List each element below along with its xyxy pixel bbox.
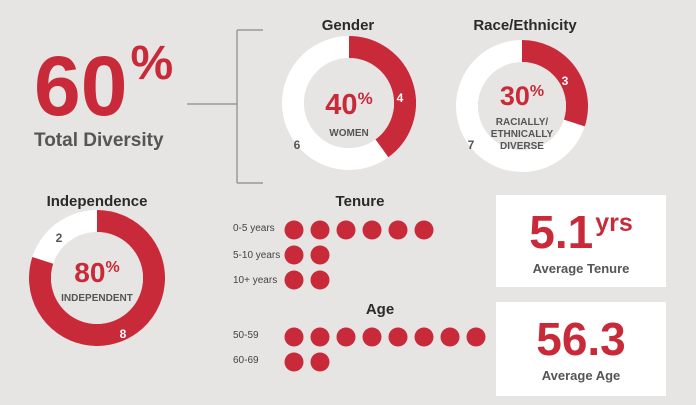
average-tenure-value: 5.1yrs bbox=[496, 209, 666, 255]
tenure-row-label: 5-10 years bbox=[233, 250, 281, 261]
gender-slice-label-highlight: 4 bbox=[397, 91, 404, 105]
dot-mark bbox=[310, 352, 330, 372]
dot-mark bbox=[284, 270, 304, 290]
average-tenure-box: 5.1yrs Average Tenure bbox=[496, 195, 666, 287]
gender-donut: 40% WOMEN 4 6 bbox=[282, 36, 416, 170]
dot-mark bbox=[388, 327, 408, 347]
average-age-label: Average Age bbox=[541, 368, 621, 383]
age-row-label: 60-69 bbox=[233, 355, 259, 366]
average-tenure-unit: yrs bbox=[595, 209, 633, 237]
independence-inner bbox=[51, 232, 143, 324]
race-slice-label-highlight: 3 bbox=[562, 74, 569, 88]
dot-mark bbox=[362, 327, 382, 347]
independence-center-value: 80% bbox=[74, 257, 119, 288]
race-diverse-slice bbox=[521, 40, 588, 127]
gender-women-slice bbox=[348, 36, 416, 158]
dot-mark bbox=[284, 352, 304, 372]
gender-inner bbox=[304, 58, 394, 148]
total-diversity-label: Total Diversity bbox=[34, 130, 164, 151]
gender-slice-label-rest: 6 bbox=[294, 138, 301, 152]
age-dot-chart bbox=[284, 327, 486, 372]
average-age-value: 56.3 bbox=[536, 313, 626, 365]
race-center-label-3: DIVERSE bbox=[500, 141, 544, 152]
dot-mark bbox=[310, 220, 330, 240]
tenure-dot-chart bbox=[284, 220, 434, 290]
race-title: Race/Ethnicity bbox=[473, 17, 577, 34]
race-center-label-2: ETHNICALLY bbox=[491, 129, 554, 140]
independence-title: Independence bbox=[46, 193, 148, 210]
race-center-label-1: RACIALLY/ bbox=[496, 117, 549, 128]
race-inner bbox=[478, 62, 566, 150]
dot-mark bbox=[284, 220, 304, 240]
race-center-value: 30% bbox=[500, 81, 544, 111]
race-slice-label-rest: 7 bbox=[468, 138, 475, 152]
dot-mark bbox=[414, 327, 434, 347]
independence-slice bbox=[29, 210, 165, 346]
dot-mark bbox=[336, 220, 356, 240]
dot-mark bbox=[388, 220, 408, 240]
total-diversity-number: 60 bbox=[34, 39, 128, 133]
independence-slice-label-highlight: 8 bbox=[120, 327, 127, 341]
dot-mark bbox=[362, 220, 382, 240]
independence-slice-label-rest: 2 bbox=[56, 231, 63, 245]
independence-donut: 80% INDEPENDENT 8 2 bbox=[29, 210, 165, 346]
independence-center-label: INDEPENDENT bbox=[61, 293, 133, 304]
tenure-row-label: 10+ years bbox=[233, 275, 278, 286]
race-donut: 30% RACIALLY/ ETHNICALLY DIVERSE 3 7 bbox=[456, 40, 588, 172]
total-diversity-block: 60% Total Diversity bbox=[34, 40, 184, 164]
age-row-label: 50-59 bbox=[233, 330, 259, 341]
tenure-row-label: 0-5 years bbox=[233, 223, 275, 234]
total-diversity-unit: % bbox=[130, 37, 174, 90]
dot-mark bbox=[440, 327, 460, 347]
total-diversity-value: 60% bbox=[34, 40, 173, 129]
gender-center-value: 40% bbox=[325, 89, 372, 121]
average-age-box: 56.3 Average Age bbox=[496, 302, 666, 396]
average-tenure-number: 5.1 bbox=[529, 206, 594, 258]
connector-bracket bbox=[187, 29, 263, 184]
average-tenure-label: Average Tenure bbox=[532, 261, 630, 276]
dot-mark bbox=[414, 220, 434, 240]
dot-mark bbox=[466, 327, 486, 347]
dot-mark bbox=[310, 245, 330, 265]
gender-title: Gender bbox=[321, 17, 375, 34]
dot-mark bbox=[336, 327, 356, 347]
tenure-title: Tenure bbox=[335, 193, 385, 210]
age-title: Age bbox=[365, 301, 395, 318]
gender-center-label: WOMEN bbox=[329, 128, 368, 139]
dot-mark bbox=[284, 327, 304, 347]
dot-mark bbox=[310, 270, 330, 290]
dot-mark bbox=[310, 327, 330, 347]
dot-mark bbox=[284, 245, 304, 265]
